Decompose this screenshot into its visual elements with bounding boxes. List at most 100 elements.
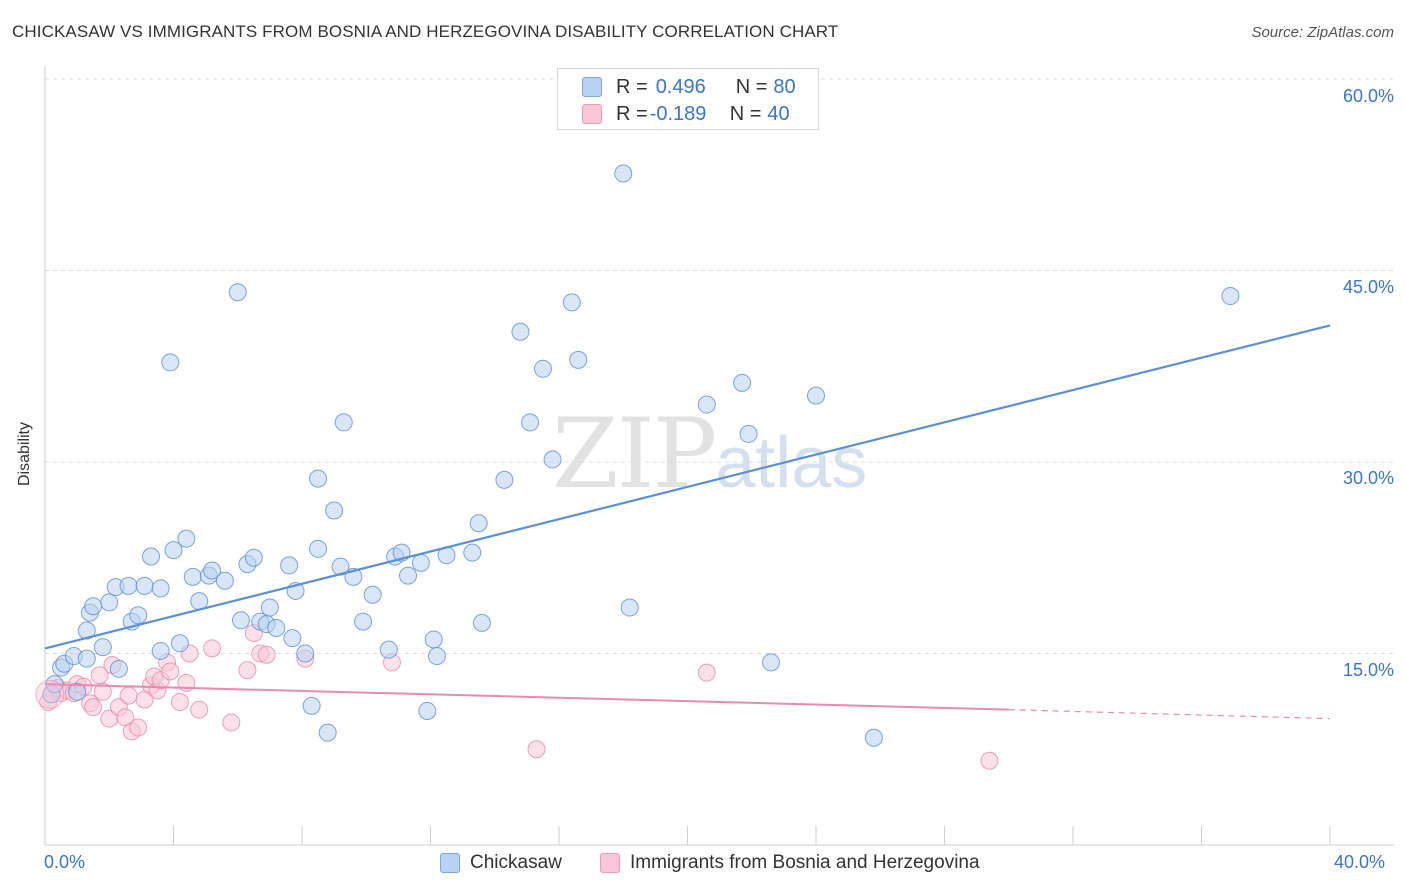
chickasaw-point	[334, 413, 353, 432]
legend-label: Chickasaw	[470, 852, 562, 873]
chickasaw-point	[807, 386, 825, 405]
chickasaw-point	[296, 644, 315, 663]
chickasaw-point	[129, 606, 148, 625]
bosnia-point	[238, 661, 257, 680]
chickasaw-point	[614, 164, 633, 183]
bosnia-point	[190, 700, 209, 719]
stats-legend: R = 0.496 N = 80 R = -0.189 N = 40	[557, 68, 819, 130]
watermark-zip: ZIP	[552, 398, 717, 510]
chickasaw-point	[135, 576, 154, 595]
n-value: 80	[773, 75, 796, 98]
chickasaw-point	[151, 579, 170, 598]
chickasaw-point	[318, 723, 337, 742]
chickasaw-point	[533, 359, 552, 378]
chickasaw-point	[170, 634, 189, 653]
bosnia-point	[129, 718, 148, 737]
bosnia-trendline-extension	[1008, 709, 1331, 720]
chickasaw-point	[203, 561, 222, 580]
chickasaw-point	[1221, 287, 1240, 306]
series-legend: Chickasaw Immigrants from Bosnia and Her…	[0, 852, 1406, 878]
bosnia-point	[93, 682, 112, 701]
r-label: R =	[616, 75, 648, 98]
chickasaw-point	[309, 539, 328, 558]
chickasaw-point	[620, 598, 639, 617]
chickasaw-point	[399, 566, 418, 585]
chart-title: CHICKASAW VS IMMIGRANTS FROM BOSNIA AND …	[12, 22, 839, 41]
chickasaw-point	[183, 567, 202, 586]
chickasaw-point	[68, 682, 87, 701]
chickasaw-point	[354, 612, 373, 631]
source-label: Source: ZipAtlas.com	[1251, 24, 1394, 41]
chickasaw-point	[142, 547, 161, 566]
chickasaw-point	[463, 543, 482, 562]
bosnia-point	[257, 645, 276, 664]
legend-item-chickasaw[interactable]: Chickasaw	[440, 852, 562, 874]
chickasaw-point	[228, 283, 247, 302]
x-tick-label-max: 40.0%	[1334, 852, 1386, 872]
chickasaw-point	[543, 450, 562, 469]
legend-swatch-pink	[582, 104, 602, 124]
bosnia-point	[697, 663, 716, 682]
chickasaw-point	[161, 353, 180, 372]
chickasaw-point	[302, 696, 321, 715]
chickasaw-point	[427, 647, 446, 666]
bosnia-point	[222, 713, 241, 732]
chickasaw-point	[215, 571, 234, 590]
x-tick-label-min: 0.0%	[44, 852, 86, 872]
y-tick-label: 15.0%	[1342, 660, 1394, 680]
legend-swatch-pink	[600, 853, 620, 873]
chickasaw-point	[521, 413, 540, 432]
chickasaw-point	[379, 640, 398, 659]
chickasaw-point	[280, 556, 299, 575]
chickasaw-point	[762, 653, 781, 672]
n-label: N =	[729, 102, 762, 125]
y-tick-label: 60.0%	[1342, 86, 1394, 106]
chickasaw-point	[469, 514, 488, 533]
chickasaw-point	[177, 529, 196, 548]
legend-item-bosnia[interactable]: Immigrants from Bosnia and Herzegovina	[600, 852, 980, 874]
chickasaw-point	[325, 501, 344, 520]
chickasaw-point	[164, 541, 183, 560]
legend-swatch-blue	[440, 853, 460, 873]
chickasaw-point	[77, 649, 96, 668]
r-value: 0.496	[655, 75, 706, 98]
r-value: -0.189	[649, 102, 707, 125]
bosnia-point	[161, 662, 180, 681]
bosnia-point	[203, 639, 222, 658]
y-axis-label: Disability	[16, 422, 33, 487]
chickasaw-point	[739, 424, 758, 443]
chickasaw-point	[93, 638, 112, 657]
n-label: N =	[735, 75, 768, 98]
chickasaw-point	[100, 593, 119, 612]
chickasaw-point	[231, 611, 250, 630]
bosnia-point	[527, 740, 546, 759]
chickasaw-point	[472, 613, 491, 632]
chickasaw-point	[109, 659, 128, 678]
chickasaw-point	[424, 630, 443, 649]
bosnia-trendline	[44, 683, 1009, 711]
chickasaw-point	[260, 598, 279, 617]
chickasaw-point	[411, 553, 430, 572]
chickasaw-point	[569, 350, 588, 369]
chickasaw-point	[309, 469, 328, 488]
chickasaw-point	[418, 701, 437, 720]
bosnia-point	[84, 698, 103, 717]
chickasaw-point	[84, 597, 103, 616]
bosnia-point	[170, 693, 189, 712]
chickasaw-point	[283, 629, 302, 648]
chickasaw-point	[733, 373, 752, 392]
bosnia-point	[119, 686, 138, 705]
y-tick-label: 30.0%	[1342, 468, 1394, 488]
stats-row-chickasaw: R = 0.496 N = 80	[582, 75, 796, 99]
legend-swatch-blue	[582, 77, 602, 97]
stats-row-bosnia: R = -0.189 N = 40	[582, 102, 790, 126]
chickasaw-trendline	[44, 324, 1331, 650]
chickasaw-point	[562, 293, 581, 312]
chickasaw-point	[151, 641, 170, 660]
chickasaw-point	[244, 548, 263, 567]
chickasaw-point	[267, 618, 286, 637]
bosnia-point	[980, 751, 999, 770]
y-tick-label: 45.0%	[1342, 277, 1394, 297]
chickasaw-point	[511, 322, 530, 341]
